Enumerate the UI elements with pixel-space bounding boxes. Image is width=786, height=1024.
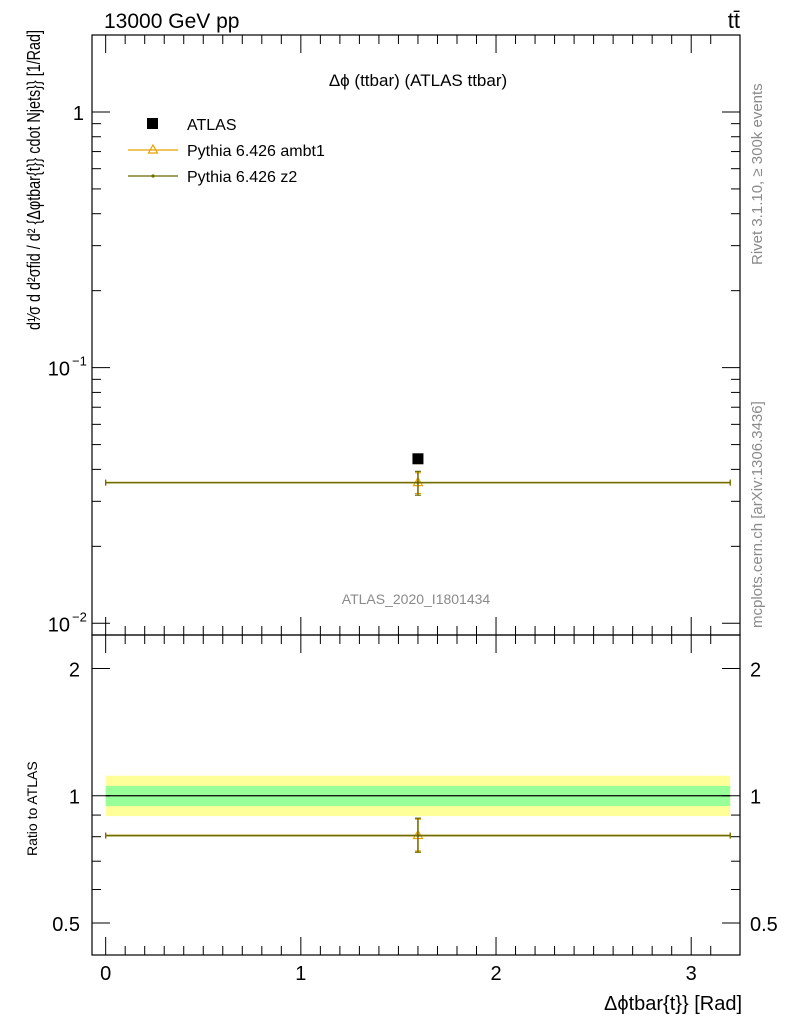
main-y-tick-label: 1 [73, 103, 84, 125]
ratio-panel-frame [91, 634, 741, 956]
ratio-data-marks [105, 795, 731, 853]
x-tick-label: 2 [490, 963, 501, 985]
main-y-axis-label: d¹⁄σ d d²σfid / d² {Δφtbar{t}} cdot Njet… [24, 30, 44, 330]
ratio-y-tick-label-left: 2 [69, 659, 80, 681]
main-y-tick-label: 10 [48, 359, 70, 381]
legend-label-atlas: ATLAS [187, 117, 237, 134]
x-axis-label: Δϕtbar{t}} [Rad] [604, 993, 742, 1015]
legend-marker-atlas [147, 118, 158, 129]
ratio-y-axis-label: Ratio to ATLAS [24, 761, 40, 856]
ratio-y-tick-label-right: 0.5 [750, 914, 778, 936]
ratio-point-z2 [416, 833, 420, 838]
main-y-tick-exponent: −1 [72, 354, 87, 369]
ratio-y-tick-label-right: 1 [750, 787, 761, 809]
x-tick-label: 0 [100, 963, 111, 985]
legend: ATLAS Pythia 6.426 ambt1 Pythia 6.426 z2 [128, 117, 325, 186]
main-panel-title: Δϕ (ttbar) (ATLAS ttbar) [329, 71, 507, 90]
legend-marker-z2 [151, 174, 155, 178]
main-y-tick-exponent: −2 [72, 609, 87, 624]
main-point-atlas [412, 453, 424, 465]
energy-label: 13000 GeV pp [104, 10, 239, 33]
analysis-watermark: ATLAS_2020_I1801434 [342, 591, 491, 607]
legend-label-z2: Pythia 6.426 z2 [187, 169, 297, 186]
main-axis-ticks: 110−110−2 [48, 34, 740, 636]
x-tick-label: 1 [295, 963, 306, 985]
main-point-z2 [416, 481, 420, 485]
ratio-y-tick-label-right: 2 [750, 659, 761, 681]
ratio-y-tick-label-left: 1 [69, 787, 80, 809]
source-url-text: mcplots.cern.ch [arXiv:1306.3436] [749, 401, 766, 628]
main-data-marks [105, 453, 731, 496]
legend-label-ambt1: Pythia 6.426 ambt1 [187, 143, 325, 160]
x-tick-label: 3 [686, 963, 697, 985]
main-y-tick-label: 10 [48, 614, 70, 636]
ratio-axis-ticks: 0.5 0.5 1 1 2 2 0 1 2 3 [52, 635, 778, 985]
process-label: tt̄ [728, 8, 740, 33]
ratio-y-tick-label-left: 0.5 [52, 914, 80, 936]
rivet-version-text: Rivet 3.1.10, ≥ 300k events [749, 83, 766, 265]
legend-marker-ambt1 [147, 143, 159, 154]
